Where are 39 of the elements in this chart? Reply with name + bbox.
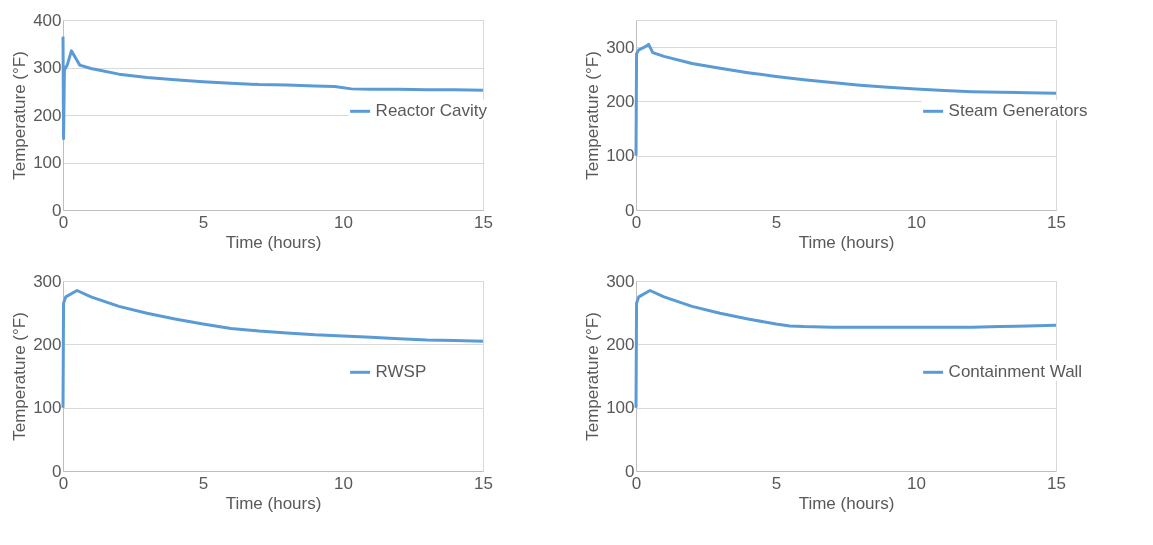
y-axis-title: Temperature (°F) xyxy=(583,51,603,180)
y-tick-label: 200 xyxy=(33,334,62,354)
x-tick-label: 5 xyxy=(771,473,782,493)
y-tick-label: 100 xyxy=(33,153,62,172)
x-tick-label: 10 xyxy=(334,473,353,493)
y-tick-label: 100 xyxy=(33,398,62,418)
y-tick-label: 300 xyxy=(606,271,635,291)
x-axis-title: Time (hours) xyxy=(798,232,895,252)
y-tick-label: 400 xyxy=(33,10,62,30)
y-tick-label: 300 xyxy=(33,271,62,291)
x-tick-label: 15 xyxy=(474,473,493,493)
x-tick-label: 15 xyxy=(1047,212,1066,232)
y-axis-title: Temperature (°F) xyxy=(10,51,30,180)
legend-label: Reactor Cavity xyxy=(375,101,488,121)
x-tick-label: 15 xyxy=(474,212,493,232)
x-tick-label: 10 xyxy=(907,473,926,493)
x-tick-label: 10 xyxy=(334,212,353,232)
x-tick-label: 5 xyxy=(198,473,209,493)
line-series xyxy=(61,35,485,141)
y-axis-title: Temperature (°F) xyxy=(583,312,603,441)
y-tick-label: 300 xyxy=(33,58,62,77)
x-tick-label: 15 xyxy=(1047,473,1066,493)
y-tick-label: 200 xyxy=(33,105,62,125)
legend-label: RWSP xyxy=(375,362,427,382)
x-axis-title: Time (hours) xyxy=(225,232,322,252)
legend-label: Steam Generators xyxy=(948,101,1088,121)
x-axis-title: Time (hours) xyxy=(798,493,895,513)
y-tick-label: 200 xyxy=(606,91,635,111)
y-tick-label: 100 xyxy=(606,146,635,166)
x-tick-label: 10 xyxy=(907,212,926,232)
y-tick-label: 300 xyxy=(606,37,635,57)
x-axis-title: Time (hours) xyxy=(225,493,322,513)
legend-label: Containment Wall xyxy=(948,362,1083,382)
x-tick-label: 5 xyxy=(198,212,209,232)
y-axis-title: Temperature (°F) xyxy=(10,312,30,441)
x-tick-label: 5 xyxy=(771,212,782,232)
y-tick-label: 200 xyxy=(606,334,635,354)
y-tick-label: 100 xyxy=(606,398,635,418)
line-series xyxy=(61,289,485,410)
